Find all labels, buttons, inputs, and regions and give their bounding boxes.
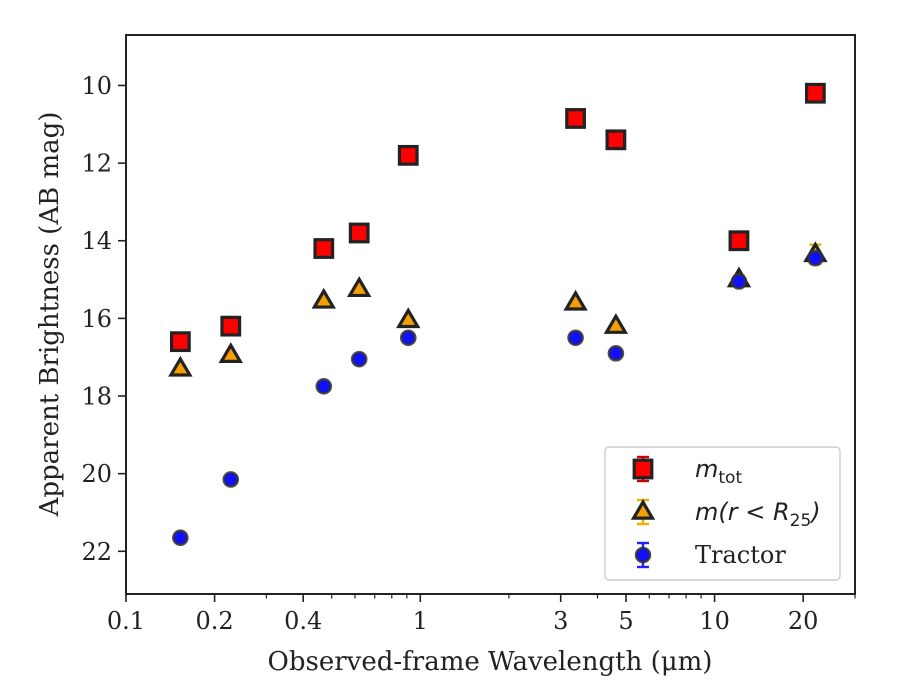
legend-marker: [630, 498, 656, 526]
legend-box: [604, 446, 841, 581]
series-1: [169, 82, 826, 353]
data-point: [396, 307, 421, 329]
x-tick-label: 5: [618, 607, 633, 635]
axes: 0.1 0.2 0.4 1 3 5 10 20 10 12 14 16 18 20 22: [81, 34, 856, 635]
plot-frame: [125, 34, 856, 595]
data-point: [804, 82, 826, 104]
y-tick-label: 14: [81, 227, 112, 255]
y-tick-label: 18: [81, 383, 112, 411]
data-point: [169, 331, 191, 353]
data-point: [346, 276, 372, 298]
data-point: [605, 129, 627, 151]
data-point: [567, 329, 584, 347]
y-tick-label: 20: [81, 460, 112, 488]
data-point: [168, 355, 193, 377]
legend-label: m(r < R25): [695, 498, 821, 531]
legend: mtot m(r < R25) Tractor: [604, 446, 841, 581]
x-tick-label: 1: [413, 607, 428, 635]
x-tick-label: 0.2: [196, 607, 234, 635]
legend-marker: [634, 541, 652, 569]
legend-marker: [632, 455, 654, 483]
data-point: [172, 529, 189, 547]
data-point: [350, 350, 368, 368]
data-point: [313, 238, 335, 259]
series-2: [168, 241, 828, 377]
x-tick-label: 0.4: [284, 607, 322, 635]
data-point: [220, 315, 242, 337]
y-tick-label: 12: [81, 150, 112, 178]
data-point: [563, 289, 588, 311]
x-tick-label: 3: [553, 607, 568, 635]
x-axis-label: Observed-frame Wavelength (μm): [268, 647, 713, 677]
data-point: [565, 108, 586, 129]
legend-label: Tractor: [695, 541, 786, 569]
x-tick-label: 20: [788, 607, 819, 635]
data-point: [222, 471, 240, 488]
y-tick-label: 22: [81, 538, 112, 566]
data-point: [730, 273, 748, 290]
y-axis-label: Apparent Brightness (AB mag): [35, 112, 65, 518]
data-point: [218, 342, 243, 364]
data-point: [807, 249, 824, 267]
plot-area: [168, 82, 828, 547]
data-point: [397, 144, 419, 166]
data-point: [348, 222, 370, 244]
series-3: [172, 249, 824, 547]
data-point: [399, 329, 417, 347]
data-point: [315, 378, 333, 395]
y-tick-label: 16: [81, 305, 112, 333]
legend-label: mtot: [695, 455, 742, 488]
data-point: [311, 287, 337, 309]
y-tick-label: 10: [81, 72, 112, 100]
data-point: [607, 345, 625, 362]
data-point: [728, 230, 750, 252]
x-tick-label: 0.1: [107, 607, 145, 635]
x-tick-label: 10: [699, 607, 730, 635]
data-point: [603, 313, 629, 334]
